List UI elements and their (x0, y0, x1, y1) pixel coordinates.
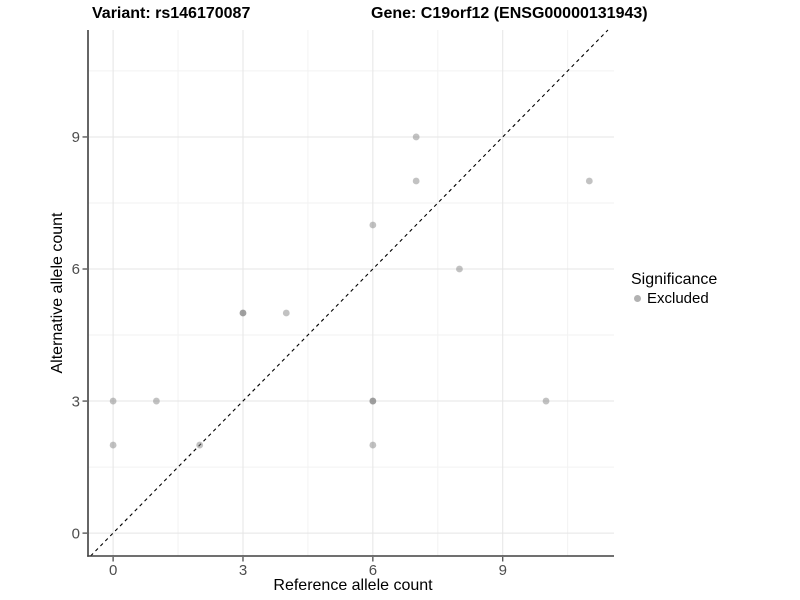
data-point (239, 309, 247, 317)
data-point (412, 177, 420, 185)
plot-title-variant: Variant: rs146170087 (92, 5, 251, 22)
data-point (239, 309, 247, 317)
data-point (109, 441, 117, 449)
identity-line (90, 29, 609, 557)
legend-item-excluded: Excluded (631, 290, 717, 307)
y-tick-label: 9 (72, 129, 80, 146)
legend-title: Significance (631, 271, 718, 288)
x-tick-label: 0 (109, 562, 117, 579)
data-point (109, 397, 117, 405)
data-point (456, 265, 463, 273)
data-point (196, 441, 204, 449)
data-point (369, 441, 377, 449)
data-point (542, 397, 550, 405)
legend: Significance Excluded (631, 271, 717, 307)
data-point (153, 397, 160, 405)
data-point (412, 133, 420, 141)
data-point (585, 177, 593, 185)
y-tick-label: 3 (72, 393, 80, 410)
data-point (369, 397, 377, 405)
data-point (282, 309, 290, 317)
y-tick-label: 0 (72, 525, 80, 542)
excluded-point-swatch (634, 295, 641, 302)
x-tick-label: 6 (369, 562, 377, 579)
y-tick-label: 6 (72, 261, 80, 278)
x-tick-label: 3 (239, 562, 247, 579)
x-tick-label: 9 (499, 562, 507, 579)
x-axis-label: Reference allele count (273, 577, 433, 594)
data-point (369, 221, 377, 229)
legend-item-label: Excluded (647, 290, 709, 307)
plot-title-gene: Gene: C19orf12 (ENSG00000131943) (371, 5, 648, 22)
data-point (369, 397, 377, 405)
